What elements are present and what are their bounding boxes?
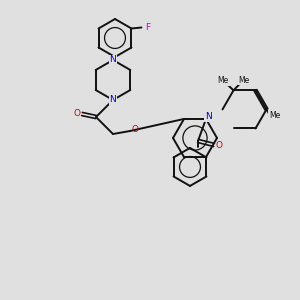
Text: O: O xyxy=(215,141,223,150)
Text: N: N xyxy=(110,56,116,64)
Text: Me: Me xyxy=(238,76,249,85)
Text: O: O xyxy=(74,110,80,118)
Text: N: N xyxy=(205,112,212,122)
Text: Me: Me xyxy=(269,111,280,120)
Text: O: O xyxy=(131,125,139,134)
Text: F: F xyxy=(145,23,150,32)
Text: Me: Me xyxy=(218,76,229,85)
Text: N: N xyxy=(110,95,116,104)
